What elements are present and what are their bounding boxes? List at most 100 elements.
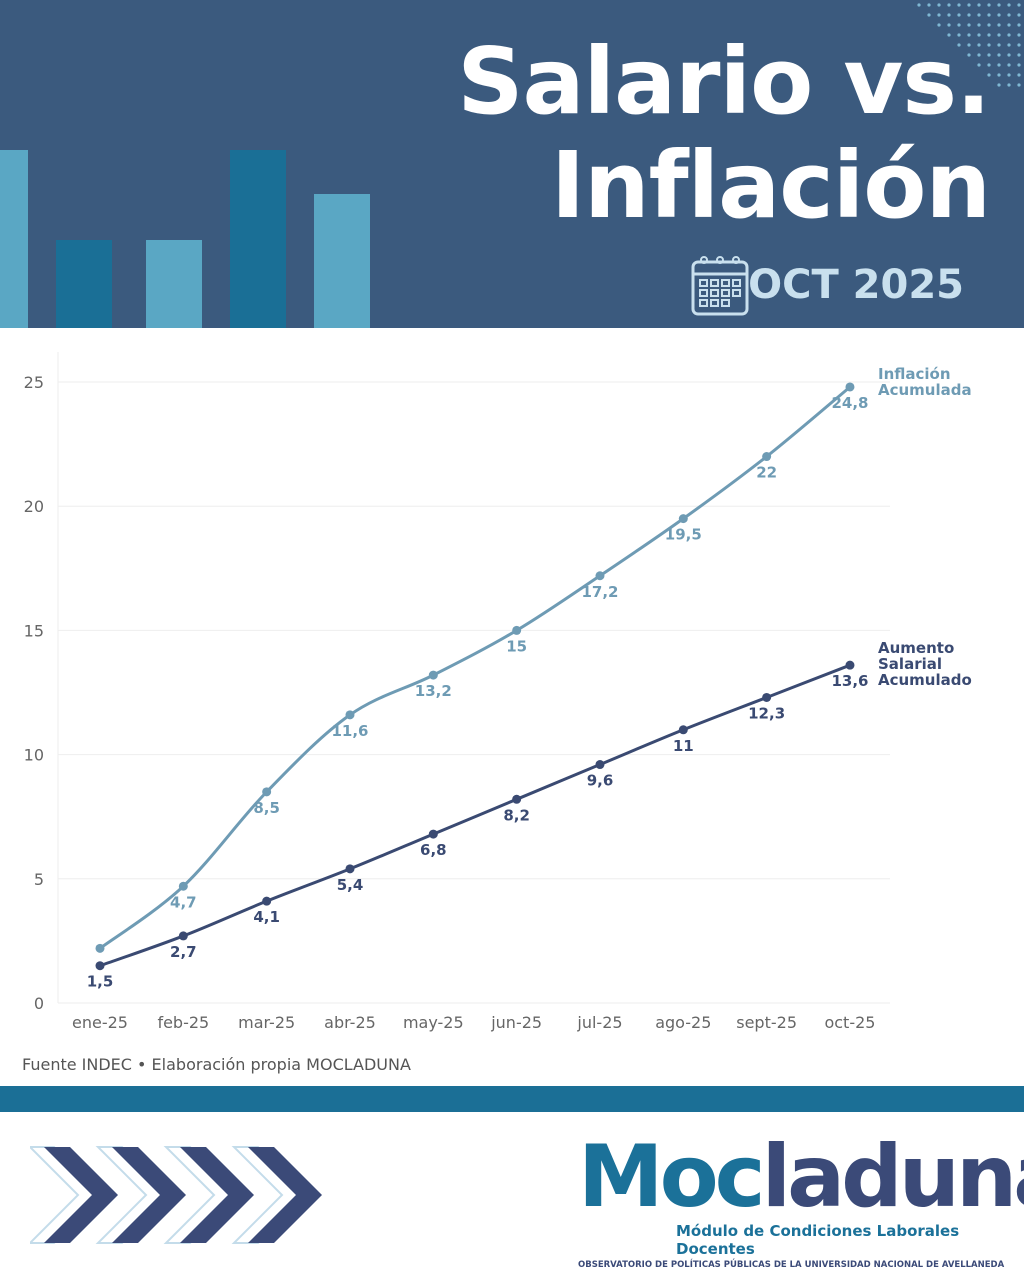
dot	[1017, 83, 1021, 87]
dot	[1017, 73, 1021, 77]
divider-band	[0, 1086, 1024, 1112]
dot	[1007, 13, 1011, 17]
x-tick-label: abr-25	[324, 1013, 376, 1032]
dot-pattern	[917, 3, 1021, 87]
data-point	[262, 787, 272, 797]
data-label: 8,2	[503, 806, 530, 824]
dot	[967, 23, 971, 27]
dot	[997, 23, 1001, 27]
dot	[927, 13, 931, 17]
dot	[957, 13, 961, 17]
dot	[1017, 33, 1021, 37]
y-tick-label: 5	[34, 870, 44, 889]
data-label: 11	[673, 737, 694, 755]
dot	[1007, 63, 1011, 67]
dot	[997, 13, 1001, 17]
chevron-icon	[44, 1147, 118, 1243]
x-tick-label: ene-25	[72, 1013, 128, 1032]
decor-bar	[0, 150, 28, 328]
data-label: 24,8	[831, 394, 868, 412]
dot	[947, 3, 951, 7]
dot	[987, 3, 991, 7]
data-label: 8,5	[253, 799, 280, 817]
data-point	[595, 760, 605, 770]
dot	[987, 43, 991, 47]
x-tick-label: feb-25	[157, 1013, 209, 1032]
dot	[997, 73, 1001, 77]
data-point	[762, 692, 772, 702]
dot	[1007, 53, 1011, 57]
dot	[967, 33, 971, 37]
dot	[967, 13, 971, 17]
data-label: 15	[506, 637, 527, 655]
dot	[947, 23, 951, 27]
dot	[997, 83, 1001, 87]
data-label: 17,2	[581, 583, 618, 601]
x-tick-label: jul-25	[576, 1013, 622, 1032]
dot	[1007, 73, 1011, 77]
dot	[1017, 23, 1021, 27]
dot	[987, 63, 991, 67]
data-point	[678, 725, 688, 735]
dot	[987, 13, 991, 17]
dot	[987, 33, 991, 37]
x-tick-label: oct-25	[824, 1013, 875, 1032]
data-point	[345, 864, 355, 874]
dot	[957, 33, 961, 37]
dot	[947, 33, 951, 37]
data-label: 13,6	[831, 672, 868, 690]
header: Salario vs. Inflación OCT 2025	[0, 0, 1024, 328]
mocladuna-logo: Mocladuna Módulo de Condiciones Laborale…	[578, 1127, 1024, 1270]
data-label: 19,5	[665, 526, 702, 544]
dot	[977, 13, 981, 17]
dot	[997, 53, 1001, 57]
dot	[977, 63, 981, 67]
x-tick-label: ago-25	[655, 1013, 711, 1032]
dot	[1007, 43, 1011, 47]
series-name-label: Salarial	[878, 655, 942, 673]
dot	[1007, 3, 1011, 7]
data-label: 5,4	[337, 876, 364, 894]
chevrons-decoration	[30, 1146, 322, 1244]
data-point	[345, 710, 355, 720]
data-point	[595, 571, 605, 581]
dot	[997, 3, 1001, 7]
data-point	[178, 881, 188, 891]
series-name-label: Acumulada	[878, 381, 972, 399]
x-tick-label: sept-25	[736, 1013, 797, 1032]
chevron-icon	[180, 1147, 254, 1243]
dot	[1017, 3, 1021, 7]
dot	[967, 3, 971, 7]
dot	[957, 3, 961, 7]
decor-bar	[230, 150, 286, 328]
dot	[977, 43, 981, 47]
data-point	[95, 943, 105, 953]
dot	[977, 3, 981, 7]
dot	[1007, 83, 1011, 87]
y-tick-label: 15	[24, 621, 44, 640]
dot	[987, 73, 991, 77]
data-point	[845, 660, 855, 670]
dot	[957, 23, 961, 27]
y-tick-label: 25	[24, 373, 44, 392]
line-chart: 0 5 10 15 20 25 ene-25 feb-25 mar-25 abr-25 may-25…	[24, 352, 972, 1032]
y-tick-label: 20	[24, 497, 44, 516]
dot	[977, 23, 981, 27]
dot	[987, 53, 991, 57]
y-tick-label: 10	[24, 746, 44, 765]
data-point	[178, 931, 188, 941]
decor-bar	[314, 194, 370, 328]
dot	[927, 3, 931, 7]
data-point	[512, 625, 522, 635]
data-point	[95, 961, 105, 971]
dot	[977, 33, 981, 37]
data-label: 22	[756, 464, 777, 482]
chevron-icon	[112, 1147, 186, 1243]
data-label: 6,8	[420, 841, 447, 859]
data-point	[845, 382, 855, 392]
dot	[1017, 43, 1021, 47]
dot	[997, 43, 1001, 47]
source-note: Fuente INDEC • Elaboración propia MOCLAD…	[22, 1055, 411, 1074]
dot	[957, 43, 961, 47]
chevron-icon	[248, 1147, 322, 1243]
